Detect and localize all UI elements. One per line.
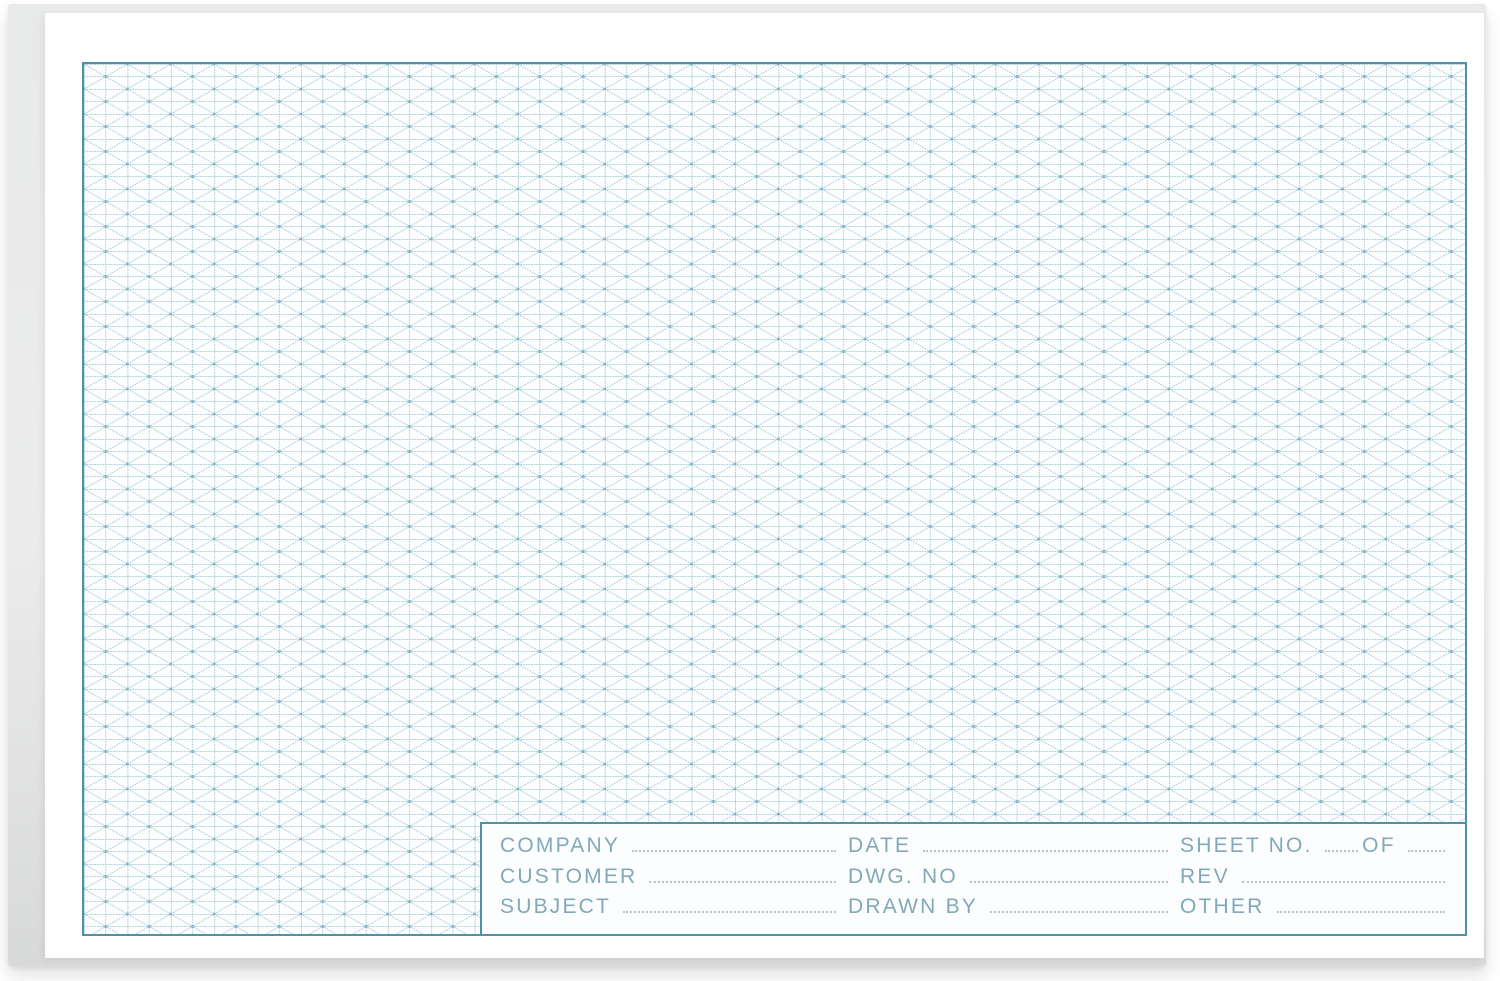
field-customer: CUSTOMER <box>500 864 836 892</box>
top-sheet: COMPANY CUSTOMER SUBJECT DATE <box>45 13 1484 958</box>
paper-pad-stack: COMPANY CUSTOMER SUBJECT DATE <box>8 4 1486 966</box>
customer-field-line <box>649 865 836 883</box>
drawn-by-label: DRAWN BY <box>848 895 978 918</box>
field-dwg-no: DWG. NO <box>848 864 1168 892</box>
company-field-line <box>632 834 836 852</box>
other-field-line <box>1276 895 1445 913</box>
drawn-by-field-line <box>990 895 1168 913</box>
customer-label: CUSTOMER <box>500 864 638 888</box>
title-block: COMPANY CUSTOMER SUBJECT DATE <box>480 822 1465 934</box>
field-other: OTHER <box>1180 894 1445 922</box>
field-subject: SUBJECT <box>500 894 836 922</box>
rev-field-line <box>1241 865 1445 883</box>
subject-label: SUBJECT <box>500 895 612 918</box>
sheet-no-label: SHEET NO. <box>1180 834 1313 857</box>
sheet-no-field-line <box>1324 834 1359 852</box>
dwg-no-label: DWG. NO <box>848 864 958 888</box>
date-label: DATE <box>848 834 912 857</box>
other-label: OTHER <box>1180 895 1265 918</box>
field-rev: REV <box>1180 864 1445 892</box>
field-drawn-by: DRAWN BY <box>848 894 1168 922</box>
title-block-column-middle: DATE DWG. NO DRAWN BY <box>842 831 1174 928</box>
title-block-column-left: COMPANY CUSTOMER SUBJECT <box>494 831 842 928</box>
title-block-column-right: SHEET NO. OF REV OTHER <box>1174 831 1451 928</box>
isometric-grid-pattern <box>84 64 1465 934</box>
company-label: COMPANY <box>500 834 621 857</box>
of-field-line <box>1407 834 1445 852</box>
dwg-no-field-line <box>969 865 1168 883</box>
date-field-line <box>923 834 1168 852</box>
field-date: DATE <box>848 833 1168 861</box>
rev-label: REV <box>1180 864 1230 888</box>
subject-field-line <box>623 895 836 913</box>
of-label: OF <box>1362 834 1396 857</box>
field-company: COMPANY <box>500 833 836 861</box>
isometric-grid: COMPANY CUSTOMER SUBJECT DATE <box>82 62 1467 936</box>
field-sheet-no: SHEET NO. OF <box>1180 833 1445 861</box>
